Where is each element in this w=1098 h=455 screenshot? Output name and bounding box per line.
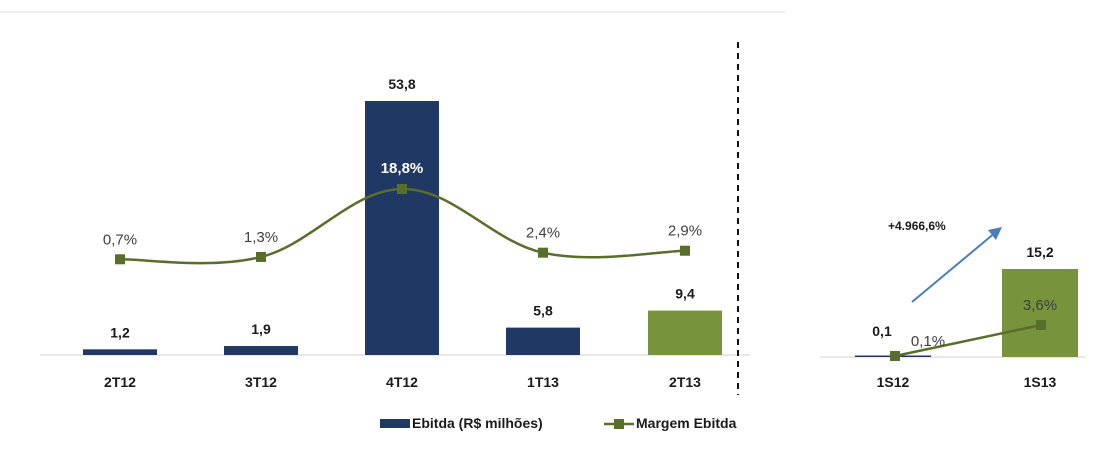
margin-label-4t12: 18,8% — [381, 160, 424, 177]
bar-2t13 — [648, 310, 722, 355]
bar-2t12 — [83, 349, 157, 355]
legend: Ebitda (R$ milhões) Margem Ebitda — [380, 415, 737, 431]
bar-1t13 — [506, 327, 580, 355]
legend-ebitda-label: Ebitda (R$ milhões) — [412, 415, 543, 431]
bar-value-4t12: 53,8 — [388, 76, 415, 92]
margin-point-1s12 — [890, 351, 900, 361]
growth-label: +4.966,6% — [888, 219, 946, 233]
bar-value-2t12: 1,2 — [110, 324, 130, 340]
margin-point-3t12 — [256, 251, 266, 262]
margin-point-1t13 — [538, 247, 548, 258]
margin-point-2t13 — [680, 245, 690, 256]
bar-3t12 — [224, 346, 298, 355]
margin-label-3t12: 1,3% — [244, 229, 278, 246]
legend-margin-label: Margem Ebitda — [636, 415, 737, 431]
category-label-1t13: 1T13 — [527, 374, 559, 390]
margin-point-2t12 — [115, 254, 125, 265]
margin-line-semester — [894, 323, 1042, 358]
category-label-4t12: 4T12 — [386, 374, 418, 390]
legend-margin-marker — [614, 419, 624, 429]
legend-ebitda-swatch — [380, 419, 410, 428]
margin-label-2t13: 2,9% — [668, 223, 702, 240]
category-label-1s13: 1S13 — [1024, 374, 1057, 390]
margin-point-1s13 — [1036, 320, 1046, 330]
bar-value-1s13: 15,2 — [1026, 244, 1053, 260]
bar-value-1t13: 5,8 — [533, 303, 553, 319]
margin-label-1s13: 3,6% — [1023, 297, 1057, 314]
bar-4t12 — [365, 101, 439, 355]
margin-point-4t12 — [397, 184, 407, 194]
margin-label-2t12: 0,7% — [103, 231, 137, 248]
category-label-2t12: 2T12 — [104, 374, 136, 390]
bar-value-2t13: 9,4 — [675, 286, 695, 302]
margin-label-1t13: 2,4% — [526, 225, 560, 242]
margin-label-1s12: 0,1% — [911, 333, 945, 350]
growth-arrowhead — [988, 227, 1002, 240]
category-label-2t13: 2T13 — [669, 374, 701, 390]
category-label-3t12: 3T12 — [245, 374, 277, 390]
bar-value-3t12: 1,9 — [251, 321, 271, 337]
growth-arrow — [911, 231, 997, 303]
category-label-1s12: 1S12 — [877, 374, 910, 390]
bar-value-1s12: 0,1 — [872, 323, 892, 339]
bar-1s13 — [1002, 269, 1078, 357]
